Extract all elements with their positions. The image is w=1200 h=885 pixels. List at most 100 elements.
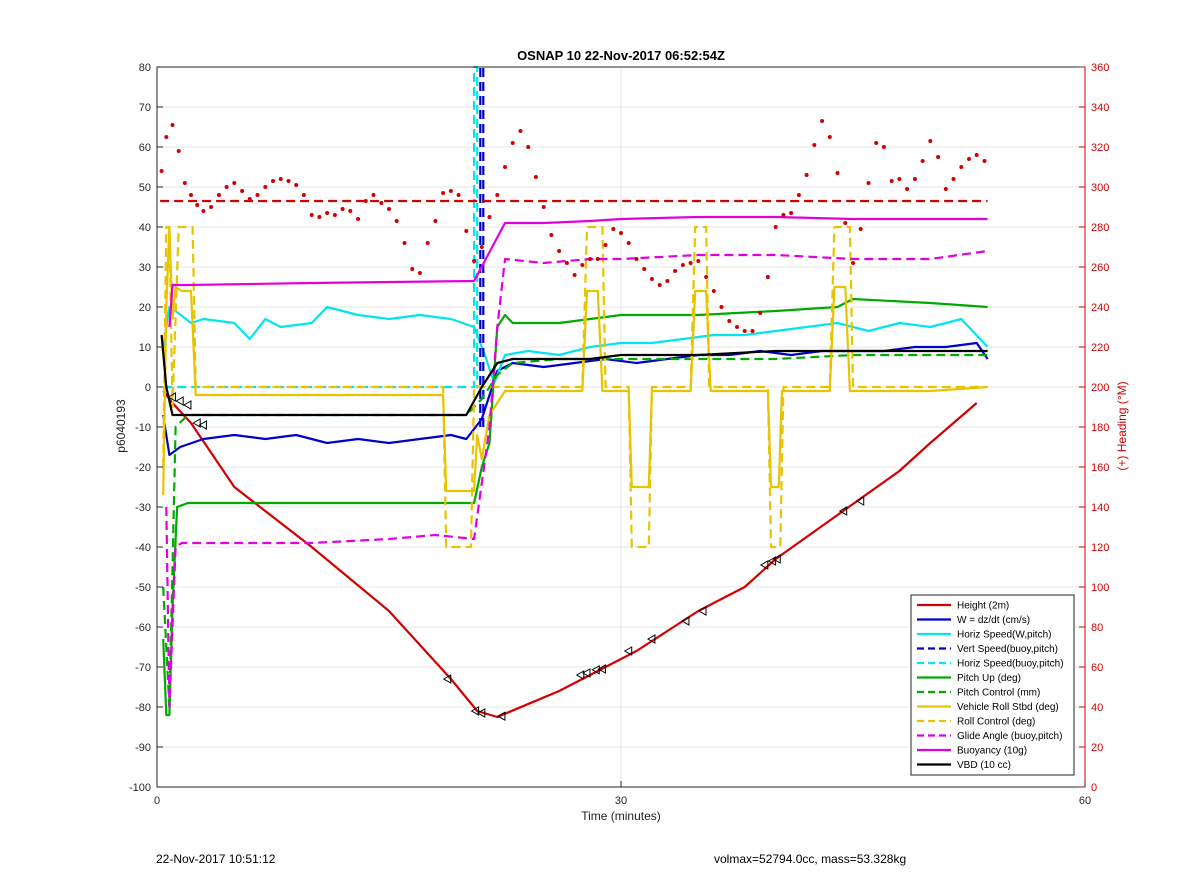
triangle-marker xyxy=(697,606,707,616)
triangle-marker xyxy=(167,392,176,402)
heading-point xyxy=(387,207,391,211)
heading-point xyxy=(704,275,709,279)
y2-tick-label: 160 xyxy=(1091,462,1109,474)
legend-label: Pitch Control (mm) xyxy=(957,688,1040,699)
heading-point xyxy=(820,119,825,123)
heading-point xyxy=(711,289,716,293)
legend-label: Vert Speed(buoy,pitch) xyxy=(957,644,1058,655)
triangle-marker xyxy=(175,396,184,406)
heading-point xyxy=(332,213,337,217)
heading-point xyxy=(649,277,654,281)
x-axis-label: Time (minutes) xyxy=(581,809,661,823)
y-tick-label: 20 xyxy=(139,302,151,314)
heading-point xyxy=(897,177,902,181)
axes-layer: -100-90-80-70-60-50-40-30-20-10010203040… xyxy=(129,62,1109,807)
y2-tick-label: 140 xyxy=(1091,502,1109,514)
series-line-10 xyxy=(168,215,988,328)
heading-point xyxy=(201,209,206,213)
legend-label: Buoyancy (10g) xyxy=(957,746,1027,757)
heading-point xyxy=(464,229,469,233)
triangle-marker xyxy=(646,634,656,644)
heading-point xyxy=(595,257,600,261)
heading-point xyxy=(325,211,330,215)
heading-point xyxy=(363,199,368,203)
heading-point xyxy=(448,189,453,193)
heading-point xyxy=(974,153,979,157)
heading-point xyxy=(619,231,623,235)
heading-point xyxy=(843,221,848,225)
triangle-marker xyxy=(581,668,591,678)
triangle-marker xyxy=(198,420,207,430)
heading-point xyxy=(263,185,268,189)
heading-point xyxy=(170,123,175,127)
heading-point xyxy=(688,261,693,265)
y-tick-label: -100 xyxy=(129,782,151,794)
heading-point xyxy=(441,191,446,195)
y-tick-label: -50 xyxy=(135,582,151,594)
heading-point xyxy=(611,227,616,231)
triangle-marker xyxy=(838,506,848,516)
heading-point xyxy=(456,193,461,197)
triangle-marker xyxy=(496,711,506,722)
legend: Height (2m) W = dz/dt (cm/s) Horiz Speed(W… xyxy=(910,594,1075,776)
heading-point xyxy=(657,283,662,287)
heading-point xyxy=(379,201,384,205)
triangle-marker xyxy=(767,556,777,566)
heading-point xyxy=(479,245,484,249)
heading-point xyxy=(758,311,763,315)
heading-point xyxy=(286,179,291,183)
heading-point xyxy=(247,197,252,201)
heading-point xyxy=(603,243,608,247)
heading-point xyxy=(905,187,910,191)
heading-point xyxy=(928,139,933,143)
y2-tick-label: 20 xyxy=(1091,742,1103,754)
heading-point xyxy=(503,165,507,169)
y2-tick-label: 300 xyxy=(1091,182,1109,194)
heading-point xyxy=(719,305,724,309)
heading-point xyxy=(371,193,376,197)
heading-point xyxy=(588,257,593,261)
heading-point xyxy=(278,177,283,181)
heading-point xyxy=(541,205,546,209)
y2-tick-label: 260 xyxy=(1091,262,1109,274)
heading-point xyxy=(240,189,245,193)
heading-point xyxy=(195,203,200,207)
legend-label: Glide Angle (buoy,pitch) xyxy=(957,731,1062,742)
y-tick-label: 60 xyxy=(139,142,151,154)
y2-tick-label: 80 xyxy=(1091,622,1103,634)
marker-layer xyxy=(159,119,987,722)
y2-tick-label: 340 xyxy=(1091,102,1109,114)
heading-point xyxy=(696,259,701,263)
heading-point xyxy=(874,141,879,145)
heading-point xyxy=(936,155,941,159)
heading-point xyxy=(533,175,538,179)
heading-point xyxy=(510,141,515,145)
heading-point xyxy=(959,165,964,169)
y-tick-label: 80 xyxy=(139,62,151,74)
heading-point xyxy=(642,267,647,271)
triangle-marker xyxy=(772,554,781,564)
heading-point xyxy=(765,275,770,279)
series-line-6 xyxy=(162,353,988,709)
y-tick-label: -30 xyxy=(135,502,151,514)
triangle-marker xyxy=(192,418,201,428)
y-tick-label: -90 xyxy=(135,742,151,754)
heading-point xyxy=(982,159,987,163)
heading-point xyxy=(232,181,237,185)
heading-point xyxy=(526,145,531,149)
heading-point xyxy=(564,261,569,265)
y2-tick-label: 200 xyxy=(1091,382,1109,394)
heading-point xyxy=(680,263,685,267)
heading-point xyxy=(182,181,187,185)
heading-point xyxy=(943,187,948,191)
heading-point xyxy=(920,159,925,163)
y-tick-label: -60 xyxy=(135,622,151,634)
y-tick-label: -10 xyxy=(135,422,151,434)
triangle-marker xyxy=(575,670,585,680)
legend-label: Horiz Speed(W,pitch) xyxy=(957,630,1051,641)
heading-point xyxy=(348,209,353,213)
y2-tick-label: 220 xyxy=(1091,342,1109,354)
footer-info: volmax=52794.0cc, mass=53.328kg xyxy=(714,852,907,866)
heading-point xyxy=(881,145,886,149)
